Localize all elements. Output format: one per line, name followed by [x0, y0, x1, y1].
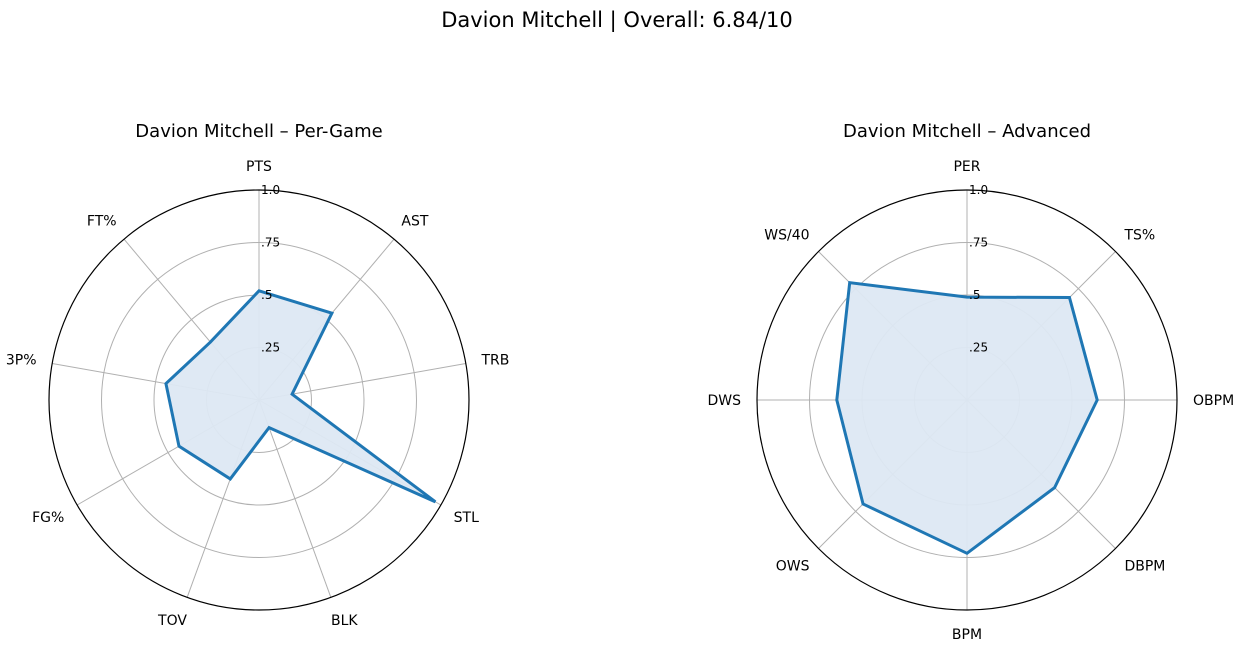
- category-label: TOV: [157, 613, 187, 629]
- category-label: FT%: [87, 214, 117, 230]
- r-tick-label: .25: [969, 341, 988, 355]
- chart-title: Davion Mitchell – Advanced: [843, 121, 1091, 142]
- series-fill: [165, 290, 436, 502]
- r-tick-label: .5: [969, 288, 980, 302]
- category-label: 3P%: [6, 352, 37, 368]
- category-label: FG%: [32, 510, 64, 526]
- r-tick-label: 1.0: [969, 183, 988, 197]
- category-label: DWS: [707, 393, 741, 409]
- polar-frame: [48, 189, 470, 611]
- category-label: DBPM: [1124, 558, 1165, 574]
- r-tick-label: 1.0: [261, 183, 280, 197]
- radar-chart-advanced: Davion Mitchell – Advanced .25 .5 .75 1.0 PER…: [707, 121, 1234, 643]
- category-label: BPM: [952, 627, 982, 643]
- r-tick-label: .5: [261, 288, 272, 302]
- r-tick-label: .75: [261, 236, 280, 250]
- category-label: PER: [953, 159, 980, 175]
- series-line: [164, 289, 437, 504]
- series-fill: [836, 282, 1098, 554]
- r-tick-label: .75: [969, 236, 988, 250]
- category-label: WS/40: [764, 228, 809, 244]
- category-label: PTS: [246, 159, 272, 175]
- category-label: STL: [454, 510, 479, 526]
- category-label: OWS: [776, 558, 810, 574]
- r-tick-label: .25: [261, 341, 280, 355]
- polar-frame: [756, 189, 1178, 611]
- radar-chart-pergame: Davion Mitchell – Per-Game .25 .5 .75 1.0 PTS…: [6, 121, 509, 629]
- grid-spoke: [258, 399, 332, 598]
- category-label: AST: [401, 214, 428, 230]
- category-label: OBPM: [1193, 393, 1234, 409]
- chart-title: Davion Mitchell – Per-Game: [135, 121, 382, 142]
- category-label: BLK: [331, 613, 358, 629]
- figure-suptitle: Davion Mitchell | Overall: 6.84/10: [441, 8, 793, 32]
- series-line: [835, 281, 1099, 556]
- category-label: TS%: [1123, 228, 1155, 244]
- category-label: TRB: [480, 352, 509, 368]
